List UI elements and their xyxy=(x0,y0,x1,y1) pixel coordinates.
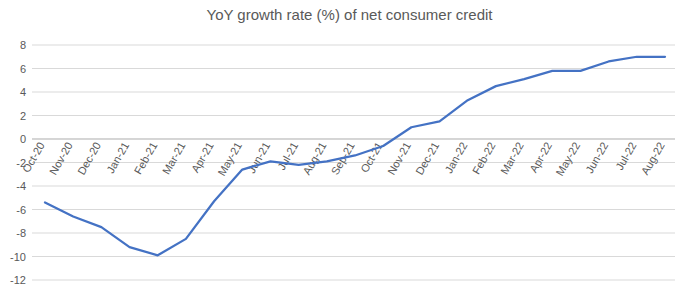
x-tick-label: Oct-21 xyxy=(358,140,385,175)
y-tick-label: 2 xyxy=(20,110,26,122)
x-axis-line xyxy=(32,139,675,140)
x-tick-label: Dec-20 xyxy=(75,140,103,177)
x-tick-label: Jul-21 xyxy=(275,140,300,172)
y-tick-label: -12 xyxy=(10,274,26,286)
x-tick-label: Oct-20 xyxy=(20,140,47,175)
y-tick-label: 0 xyxy=(20,133,26,145)
y-tick-label: 4 xyxy=(20,86,26,98)
x-tick-label: May-22 xyxy=(553,140,582,178)
x-tick-label: Jan-22 xyxy=(442,140,469,175)
x-tick-label: Apr-22 xyxy=(527,140,554,175)
grid-line xyxy=(32,92,675,93)
x-tick-label: Jun-22 xyxy=(583,140,610,175)
x-tick-label: Feb-22 xyxy=(470,140,498,176)
grid-line xyxy=(32,186,675,187)
y-tick-label: 6 xyxy=(20,63,26,75)
y-tick-label: -6 xyxy=(16,204,26,216)
chart-root: YoY growth rate (%) of net consumer cred… xyxy=(0,0,699,301)
grid-line xyxy=(32,68,675,69)
y-tick-label: -8 xyxy=(16,227,26,239)
grid-line xyxy=(32,256,675,257)
grid-line xyxy=(32,45,675,46)
x-tick-label: Nov-20 xyxy=(47,140,75,177)
y-tick-label: -4 xyxy=(16,180,26,192)
x-tick-label: Aug-21 xyxy=(300,140,328,177)
plot-area xyxy=(45,57,665,256)
x-tick-label: Apr-21 xyxy=(189,140,216,175)
x-tick-label: Jul-22 xyxy=(613,140,638,172)
grid-line xyxy=(32,233,675,234)
grid-line xyxy=(32,280,675,281)
y-tick-label: 8 xyxy=(20,39,26,51)
x-tick-label: Jun-21 xyxy=(245,140,272,175)
x-tick-label: Mar-22 xyxy=(498,140,526,176)
x-tick-label: Mar-21 xyxy=(160,140,188,176)
data-line xyxy=(45,57,665,256)
y-tick-label: -10 xyxy=(10,251,26,263)
grid-line xyxy=(32,209,675,210)
x-tick-label: Feb-21 xyxy=(132,140,160,176)
x-tick-label: Jan-21 xyxy=(104,140,131,175)
x-tick-label: Nov-21 xyxy=(385,140,413,177)
grid-line xyxy=(32,115,675,116)
x-tick-label: Aug-22 xyxy=(639,140,667,177)
grid-line xyxy=(32,162,675,163)
title: YoY growth rate (%) of net consumer cred… xyxy=(207,6,494,23)
x-tick-label: Dec-21 xyxy=(413,140,441,177)
chart: YoY growth rate (%) of net consumer cred… xyxy=(0,0,699,301)
grid-line xyxy=(32,139,675,140)
